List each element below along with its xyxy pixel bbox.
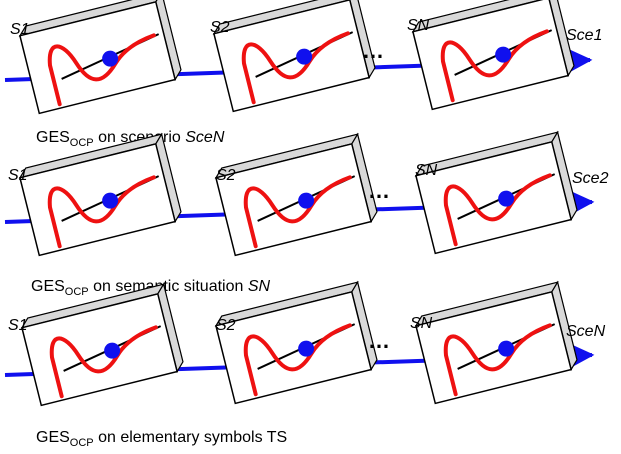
signal-curve [243,175,352,249]
state-node [495,46,512,63]
state-box [414,130,578,255]
state-box [214,132,378,257]
label-s2: S2 [216,167,236,184]
state-box [214,280,378,405]
box-front-face [215,142,373,257]
state-node [498,340,515,357]
state-box [18,132,182,257]
box-front-face [415,290,573,405]
box-front-face [412,0,570,111]
state-node [296,48,313,65]
label-sn: SN [407,17,430,34]
label-s1: S1 [8,317,28,334]
caption-semantic-situation: GESOCP on semantic situation SN [31,278,271,298]
state-node [498,190,515,207]
state-box [411,0,575,111]
ellipsis: … [368,328,390,353]
state-node [104,342,121,359]
ellipsis: … [368,178,390,203]
box-front-face [215,290,373,405]
end-label-sce1: Sce1 [566,27,602,44]
box-front-face [19,0,177,115]
row-elementary-symbols: S1 S2 SN … SceN GESOCP on elementary symbols… [4,280,606,449]
signal-curve [243,323,352,397]
row-scenario: S1 S2 SN…Sce1 GESOCP on scenario SceN [4,0,602,149]
label-sn: SN [410,315,433,332]
signal-curve [443,323,552,397]
box-front-face [213,0,371,113]
state-node [102,192,119,209]
state-box [414,280,578,405]
caption-elementary-symbols: GESOCP on elementary symbols TS [36,429,287,449]
label-s1: S1 [8,167,28,184]
signal-curve [47,33,156,107]
state-node [298,192,315,209]
signal-curve [440,29,549,103]
signal-curve [47,175,156,249]
signal-curve [49,325,158,399]
state-box [18,0,182,115]
ellipsis: … [362,38,384,63]
state-box [212,0,376,113]
row-semantic-situation: S1 S2 SN … Sce2 GESOCP on semantic situation… [4,130,609,298]
signal-curve [241,31,350,105]
label-s2: S2 [216,317,236,334]
label-s1: S1 [10,21,30,38]
state-box [20,282,184,407]
state-node [102,50,119,67]
label-sn: SN [415,162,438,179]
box-front-face [19,142,177,257]
state-node [298,340,315,357]
end-label-scen: SceN [566,323,606,340]
box-front-face [415,140,573,255]
end-label-sce2: Sce2 [572,170,609,187]
signal-curve [443,173,552,247]
label-s2: S2 [210,19,230,36]
box-front-face [21,292,179,407]
